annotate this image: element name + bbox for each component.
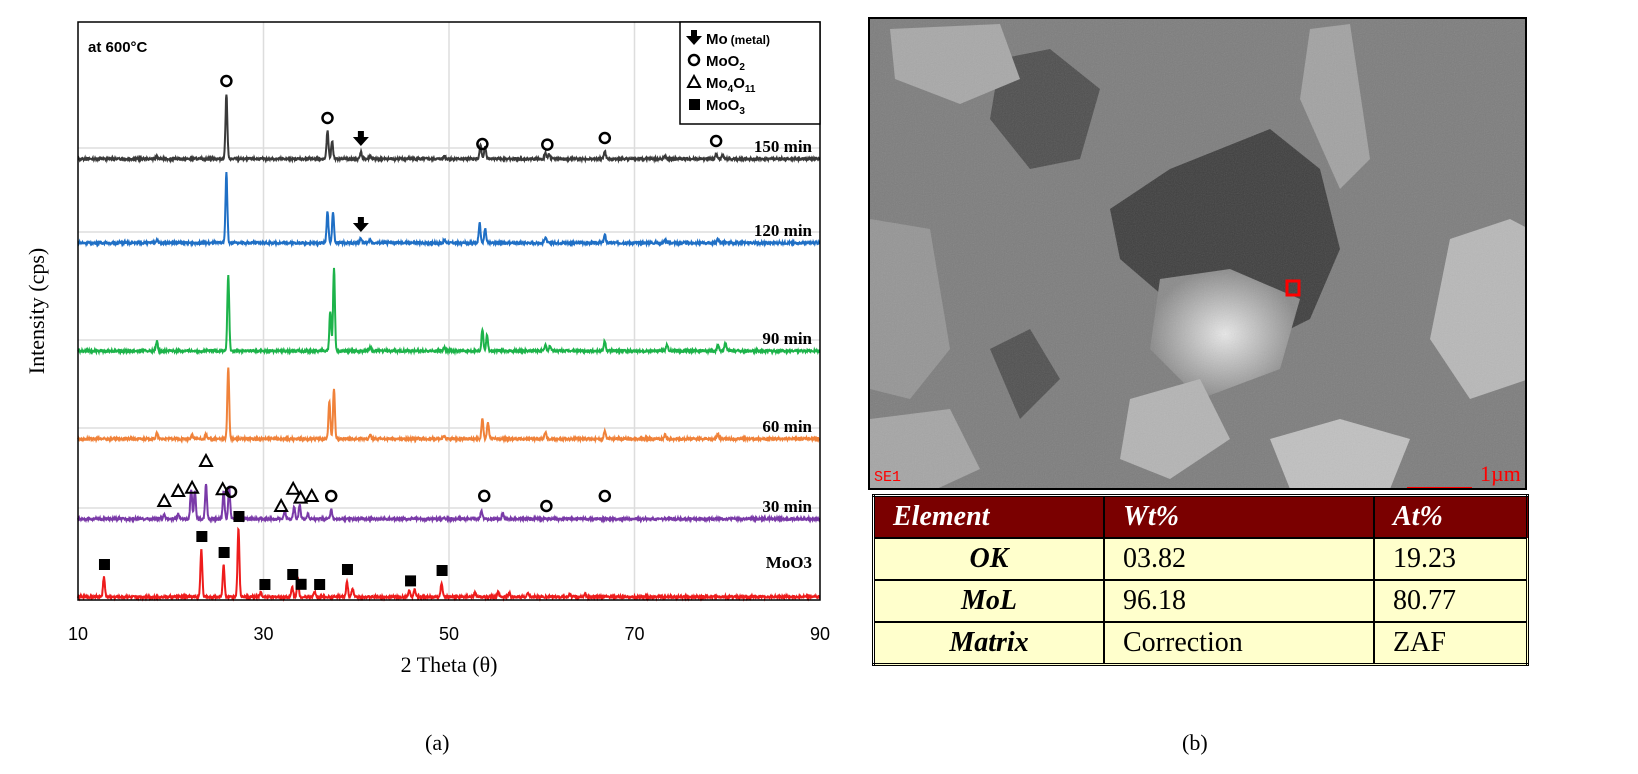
marker-filled-square [436, 565, 448, 576]
marker-filled-square [233, 511, 245, 522]
marker-open-triangle [292, 489, 309, 504]
x-tick-label: 50 [439, 624, 459, 644]
marker-open-triangle [198, 452, 214, 467]
marker-open-triangle [156, 492, 172, 507]
xrd-chart: at 600°C 10 30 50 70 90 2 Theta (θ) Intensit… [24, 21, 830, 677]
wt-cell: 03.82 [1103, 537, 1375, 581]
marker-filled-square [314, 579, 326, 590]
table-header-row: Element Wt% At% [872, 494, 1529, 539]
x-tick-label: 10 [68, 624, 88, 644]
element-cell: MoL [872, 579, 1105, 623]
plot-frame [77, 21, 821, 601]
x-axis-label: 2 Theta (θ) [401, 652, 498, 677]
marker-open-circle [220, 74, 233, 88]
x-tick-label: 70 [624, 624, 644, 644]
legend-symbol-open-triangle [686, 73, 702, 88]
marker-open-circle [224, 485, 238, 499]
marker-open-triangle [304, 487, 320, 502]
y-axis-label: Intensity (cps) [24, 248, 49, 374]
series-line-2 [77, 267, 821, 356]
series-label: MoO3 [766, 553, 812, 572]
series-label: 30 min [762, 497, 812, 516]
element-cell: Matrix [872, 621, 1105, 666]
series-line-5 [77, 526, 821, 602]
marker-open-circle [598, 131, 612, 145]
series-label: 90 min [762, 329, 812, 348]
x-tick-label: 90 [810, 624, 830, 644]
table-row: MoL 96.18 80.77 [872, 579, 1529, 623]
marker-open-circle [476, 137, 489, 151]
analysis-spot-marker [1285, 279, 1301, 297]
legend-symbol-open-circle [687, 53, 701, 67]
sem-image [870, 19, 1525, 488]
marker-open-circle [709, 134, 723, 148]
marker-open-circle [321, 111, 334, 125]
series-label: 60 min [762, 417, 812, 436]
marker-open-triangle [170, 482, 186, 497]
marker-arrow-down [352, 217, 369, 232]
series-line-3 [77, 367, 821, 444]
marker-open-triangle [273, 497, 289, 512]
marker-filled-square [341, 564, 353, 575]
series-line-1 [77, 171, 821, 248]
at-cell: ZAF [1373, 621, 1529, 666]
caption-b: (b) [1182, 730, 1208, 755]
series-line-4 [77, 483, 821, 524]
sem-micrograph: SE1 1µm [868, 17, 1527, 490]
element-cell: OK [872, 537, 1105, 581]
series-group [77, 94, 821, 602]
legend-symbol-arrow-down [686, 30, 702, 45]
marker-filled-square [295, 578, 307, 590]
marker-filled-square [259, 578, 271, 590]
marker-filled-square [196, 531, 208, 542]
header-wt: Wt% [1103, 494, 1375, 539]
x-tick-label: 30 [253, 624, 273, 644]
series-label: 150 min [754, 137, 813, 156]
table-row: Matrix Correction ZAF [872, 621, 1529, 666]
phase-markers [98, 74, 723, 590]
header-at: At% [1373, 494, 1529, 539]
marker-filled-square [287, 569, 299, 580]
marker-open-circle [541, 138, 554, 151]
marker-open-circle [598, 489, 612, 503]
marker-open-triangle [184, 479, 200, 494]
table-row: OK 03.82 19.23 [872, 537, 1529, 581]
wt-cell: 96.18 [1103, 579, 1375, 623]
caption-a: (a) [425, 730, 450, 755]
legend-label: Mo4O11 [706, 75, 756, 95]
at-cell: 19.23 [1373, 537, 1529, 581]
legend-symbol-filled-square [689, 99, 700, 110]
marker-open-circle [540, 499, 553, 513]
marker-arrow-down [352, 131, 369, 146]
series-labels: 150 min 120 min 90 min 60 min 30 min MoO3 [754, 137, 813, 572]
marker-open-circle [477, 489, 491, 503]
marker-open-circle [324, 489, 338, 503]
marker-filled-square [405, 575, 417, 587]
temperature-annotation: at 600°C [88, 39, 148, 56]
detector-label: SE1 [874, 469, 902, 486]
marker-filled-square [218, 547, 230, 558]
legend-label: MoO2 [706, 53, 745, 73]
eds-table: Element Wt% At% OK 03.82 19.23 MoL 96.18… [872, 494, 1529, 666]
legend-box [679, 21, 821, 125]
wt-cell: Correction [1103, 621, 1375, 666]
legend-label: Mo (metal) [706, 31, 770, 48]
legend-label: MoO3 [706, 97, 745, 117]
grid [78, 22, 820, 600]
header-element: Element [872, 494, 1105, 539]
at-cell: 80.77 [1373, 579, 1529, 623]
series-label: 120 min [754, 221, 813, 240]
scale-bar-label: 1µm [1480, 461, 1521, 486]
x-axis-ticks: 10 30 50 70 90 [68, 624, 830, 644]
marker-open-triangle [285, 480, 301, 495]
series-line-0 [77, 94, 821, 164]
marker-filled-square [98, 559, 110, 570]
